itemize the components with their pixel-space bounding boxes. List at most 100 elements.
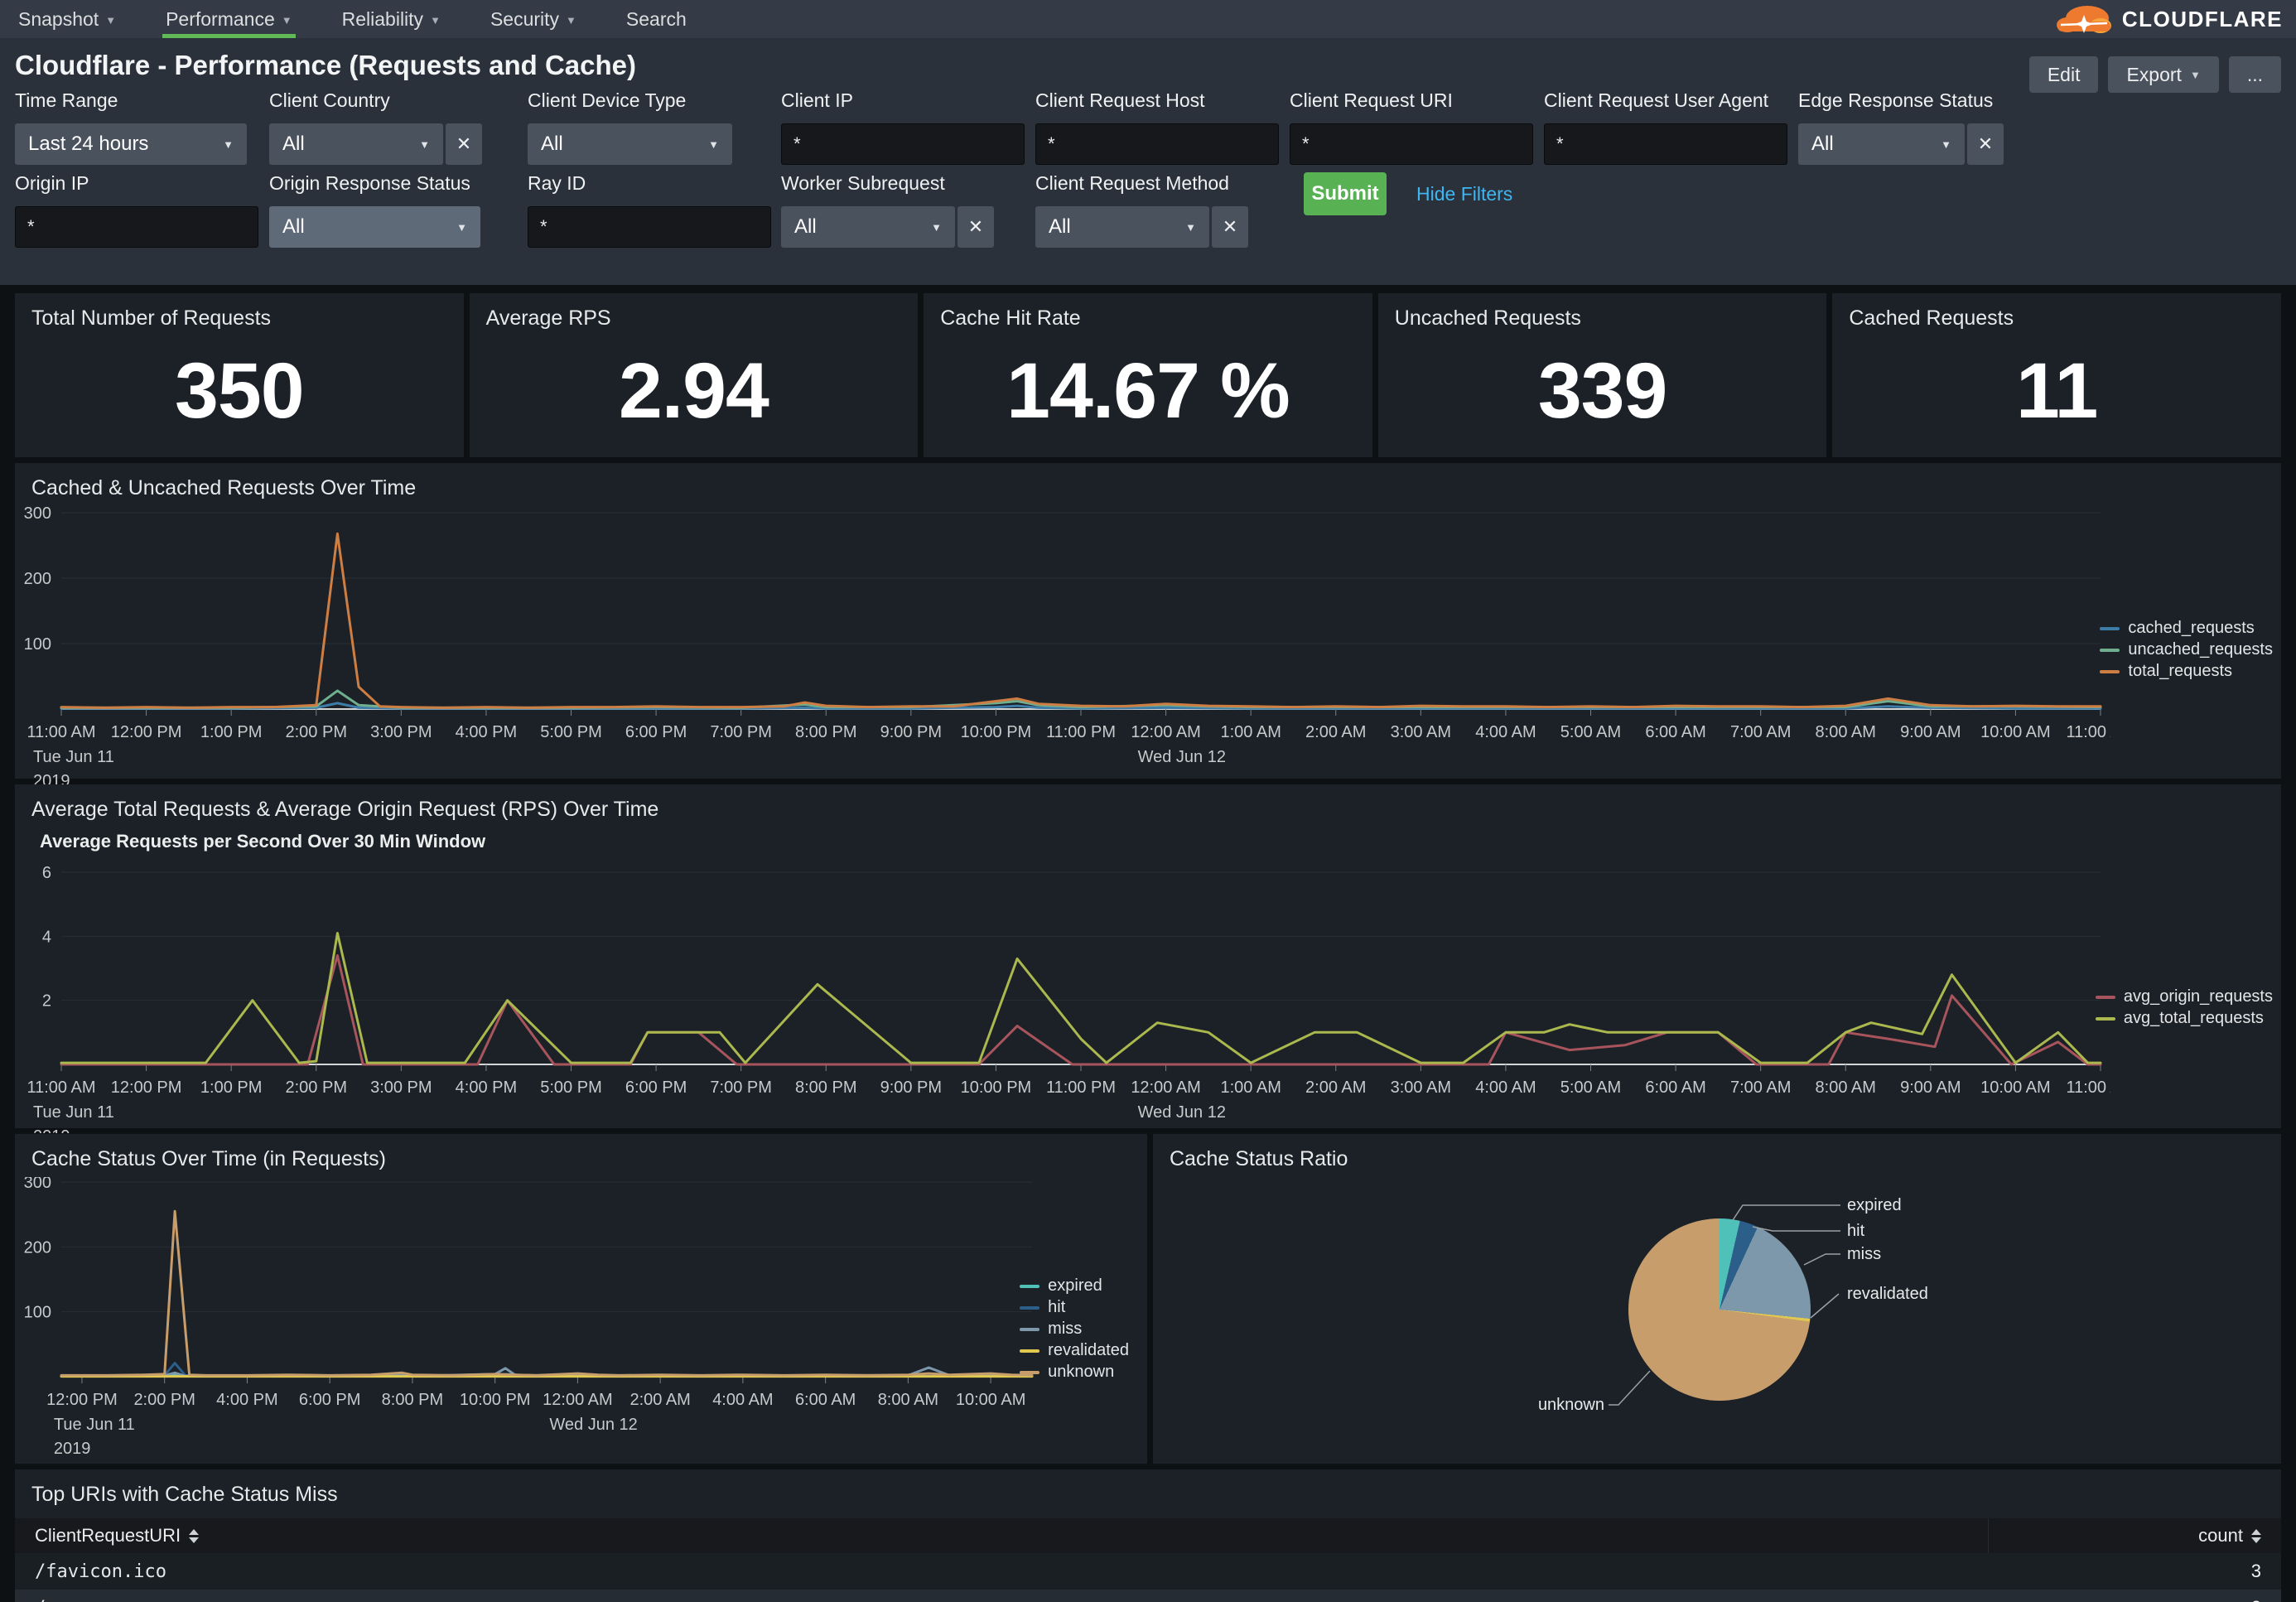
filter-label: Client Request Host (1035, 89, 1205, 111)
ray-id-input[interactable] (528, 206, 771, 248)
svg-text:4:00 AM: 4:00 AM (1475, 1078, 1536, 1097)
legend-item-avg_total_requests[interactable]: avg_total_requests (2095, 1009, 2273, 1028)
legend-item-expired[interactable]: expired (1020, 1276, 1129, 1296)
line-chart-avg-rps[interactable]: 2 4 6 11:00 AM Tue Jun 11 2019 12:00 PM 1:00 PM… (15, 864, 2134, 1146)
svg-text:4:00 PM: 4:00 PM (456, 723, 517, 741)
submit-button[interactable]: Submit (1304, 172, 1387, 215)
more-button[interactable]: ... (2228, 56, 2281, 93)
pie-chart-cache-status[interactable] (1628, 1218, 1811, 1401)
cell-count: 2 (2251, 1597, 2261, 1602)
edit-button[interactable]: Edit (2028, 56, 2099, 93)
filter-label: Edge Response Status (1798, 89, 1994, 111)
pie-label-miss: miss (1847, 1245, 1882, 1263)
nav-item-snapshot[interactable]: Snapshot ▼ (15, 0, 119, 38)
chart-title: Average Total Requests & Average Origin … (31, 798, 659, 821)
svg-text:7:00 AM: 7:00 AM (1730, 1078, 1791, 1097)
legend-item-avg_origin_requests[interactable]: avg_origin_requests (2095, 987, 2273, 1006)
chevron-down-icon: ▼ (708, 138, 719, 151)
stat-value: 14.67 % (1006, 347, 1290, 435)
client-request-uri-input[interactable] (1290, 123, 1533, 165)
client-device-type-select[interactable]: All ▼ (528, 123, 732, 165)
origin-ip-input[interactable] (15, 206, 258, 248)
worker-subrequest-select[interactable]: All ▼ (781, 206, 955, 248)
svg-text:8:00 PM: 8:00 PM (795, 723, 856, 741)
filter-label: Client IP (781, 89, 853, 111)
svg-text:7:00 PM: 7:00 PM (710, 1078, 771, 1097)
line-chart-cache-status[interactable]: 100 200 300 12:00 PM Tue Jun 11 2019 2:00 PM 4:… (15, 1174, 1042, 1459)
clear-filter-button[interactable]: ✕ (1212, 206, 1248, 248)
hide-filters-link[interactable]: Hide Filters (1416, 183, 1513, 205)
panel-cache-status-over-time: Cache Status Over Time (in Requests) 100… (15, 1134, 1147, 1464)
legend-item-cached_requests[interactable]: cached_requests (2100, 619, 2273, 638)
time-range-select[interactable]: Last 24 hours ▼ (15, 123, 247, 165)
chevron-down-icon: ▼ (931, 220, 942, 234)
client-country-select[interactable]: All ▼ (269, 123, 443, 165)
stat-title: Uncached Requests (1394, 306, 1581, 330)
stat-value: 2.94 (618, 347, 769, 435)
client-request-user-agent-input[interactable] (1544, 123, 1787, 165)
svg-text:Wed Jun 12: Wed Jun 12 (549, 1416, 637, 1434)
nav-item-search[interactable]: Search (623, 0, 690, 38)
svg-text:Wed Jun 12: Wed Jun 12 (1138, 748, 1226, 766)
svg-text:Tue Jun 11: Tue Jun 11 (54, 1416, 135, 1434)
svg-text:3:00 AM: 3:00 AM (1391, 1078, 1451, 1097)
legend-item-unknown[interactable]: unknown (1020, 1363, 1129, 1382)
filter-bar: Time Range Last 24 hours ▼ Client Country… (15, 89, 2281, 280)
column-header-clientrequesturi[interactable]: ClientRequestURI (35, 1525, 2198, 1547)
nav-label: Reliability (341, 7, 424, 30)
legend-item-miss[interactable]: miss (1020, 1320, 1129, 1339)
chevron-down-icon: ▼ (419, 138, 430, 151)
svg-text:4:00 AM: 4:00 AM (712, 1391, 773, 1409)
svg-text:7:00 AM: 7:00 AM (1730, 723, 1791, 741)
svg-text:8:00 PM: 8:00 PM (795, 1078, 856, 1097)
svg-text:12:00 PM: 12:00 PM (111, 723, 182, 741)
clear-filter-button[interactable]: ✕ (446, 123, 482, 165)
legend-item-uncached_requests[interactable]: uncached_requests (2100, 640, 2273, 659)
chart-legend: expired hit miss revalidated unknown (1020, 1276, 1129, 1382)
nav-label: Security (490, 7, 560, 30)
filter-label: Origin IP (15, 172, 89, 194)
clear-filter-button[interactable]: ✕ (1967, 123, 2004, 165)
table-title: Top URIs with Cache Status Miss (31, 1483, 338, 1506)
cell-uri: / (35, 1598, 2251, 1602)
header-band: Cloudflare - Performance (Requests and C… (0, 38, 2296, 285)
client-ip-input[interactable] (781, 123, 1025, 165)
stat-title: Total Number of Requests (31, 306, 272, 330)
svg-text:2:00 AM: 2:00 AM (1305, 1078, 1366, 1097)
stat-value: 339 (1537, 347, 1668, 435)
stat-cached-requests: Cached Requests 11 (1832, 293, 2281, 457)
brand-text: CLOUDFLARE (2121, 6, 2283, 31)
legend-item-total_requests[interactable]: total_requests (2100, 662, 2273, 681)
cell-count: 3 (2250, 1561, 2261, 1581)
nav-item-security[interactable]: Security ▼ (487, 0, 580, 38)
svg-text:8:00 AM: 8:00 AM (1816, 1078, 1876, 1097)
origin-response-status-select[interactable]: All ▼ (269, 206, 480, 248)
svg-text:3:00 PM: 3:00 PM (370, 1078, 432, 1097)
nav-item-reliability[interactable]: Reliability ▼ (339, 0, 444, 38)
sort-icon (2251, 1528, 2261, 1543)
stat-cache-hit-rate: Cache Hit Rate 14.67 % (924, 293, 1372, 457)
export-button[interactable]: Export ▼ (2108, 56, 2219, 93)
legend-item-revalidated[interactable]: revalidated (1020, 1341, 1129, 1360)
svg-text:6:00 AM: 6:00 AM (1645, 1078, 1705, 1097)
clear-filter-button[interactable]: ✕ (957, 206, 994, 248)
svg-text:Tue Jun 11: Tue Jun 11 (33, 748, 114, 766)
filter-label: Client Request Method (1035, 172, 1229, 194)
client-request-method-select[interactable]: All ▼ (1035, 206, 1209, 248)
svg-text:11:00 AM: 11:00 AM (27, 723, 95, 741)
filter-label: Client Device Type (528, 89, 687, 111)
client-request-host-input[interactable] (1035, 123, 1279, 165)
chart-title: Cached & Uncached Requests Over Time (31, 476, 417, 499)
chevron-down-icon: ▼ (105, 13, 117, 27)
svg-text:9:00 AM: 9:00 AM (1900, 723, 1961, 741)
column-header-count[interactable]: count (2198, 1525, 2261, 1547)
filter-label: Ray ID (528, 172, 586, 194)
svg-text:11:00 AM: 11:00 AM (27, 1078, 95, 1097)
panel-cached-uncached-over-time: Cached & Uncached Requests Over Time 100… (15, 463, 2281, 790)
line-chart-cached-uncached[interactable]: 100 200 300 11:00 AM Tue Jun 11 2019 12:00 PM 1… (15, 501, 2135, 791)
legend-item-hit[interactable]: hit (1020, 1298, 1129, 1317)
nav-item-performance[interactable]: Performance ▼ (162, 0, 296, 38)
svg-text:10:00 AM: 10:00 AM (956, 1391, 1026, 1409)
svg-text:12:00 AM: 12:00 AM (1131, 1078, 1201, 1097)
edge-response-status-select[interactable]: All ▼ (1798, 123, 1965, 165)
